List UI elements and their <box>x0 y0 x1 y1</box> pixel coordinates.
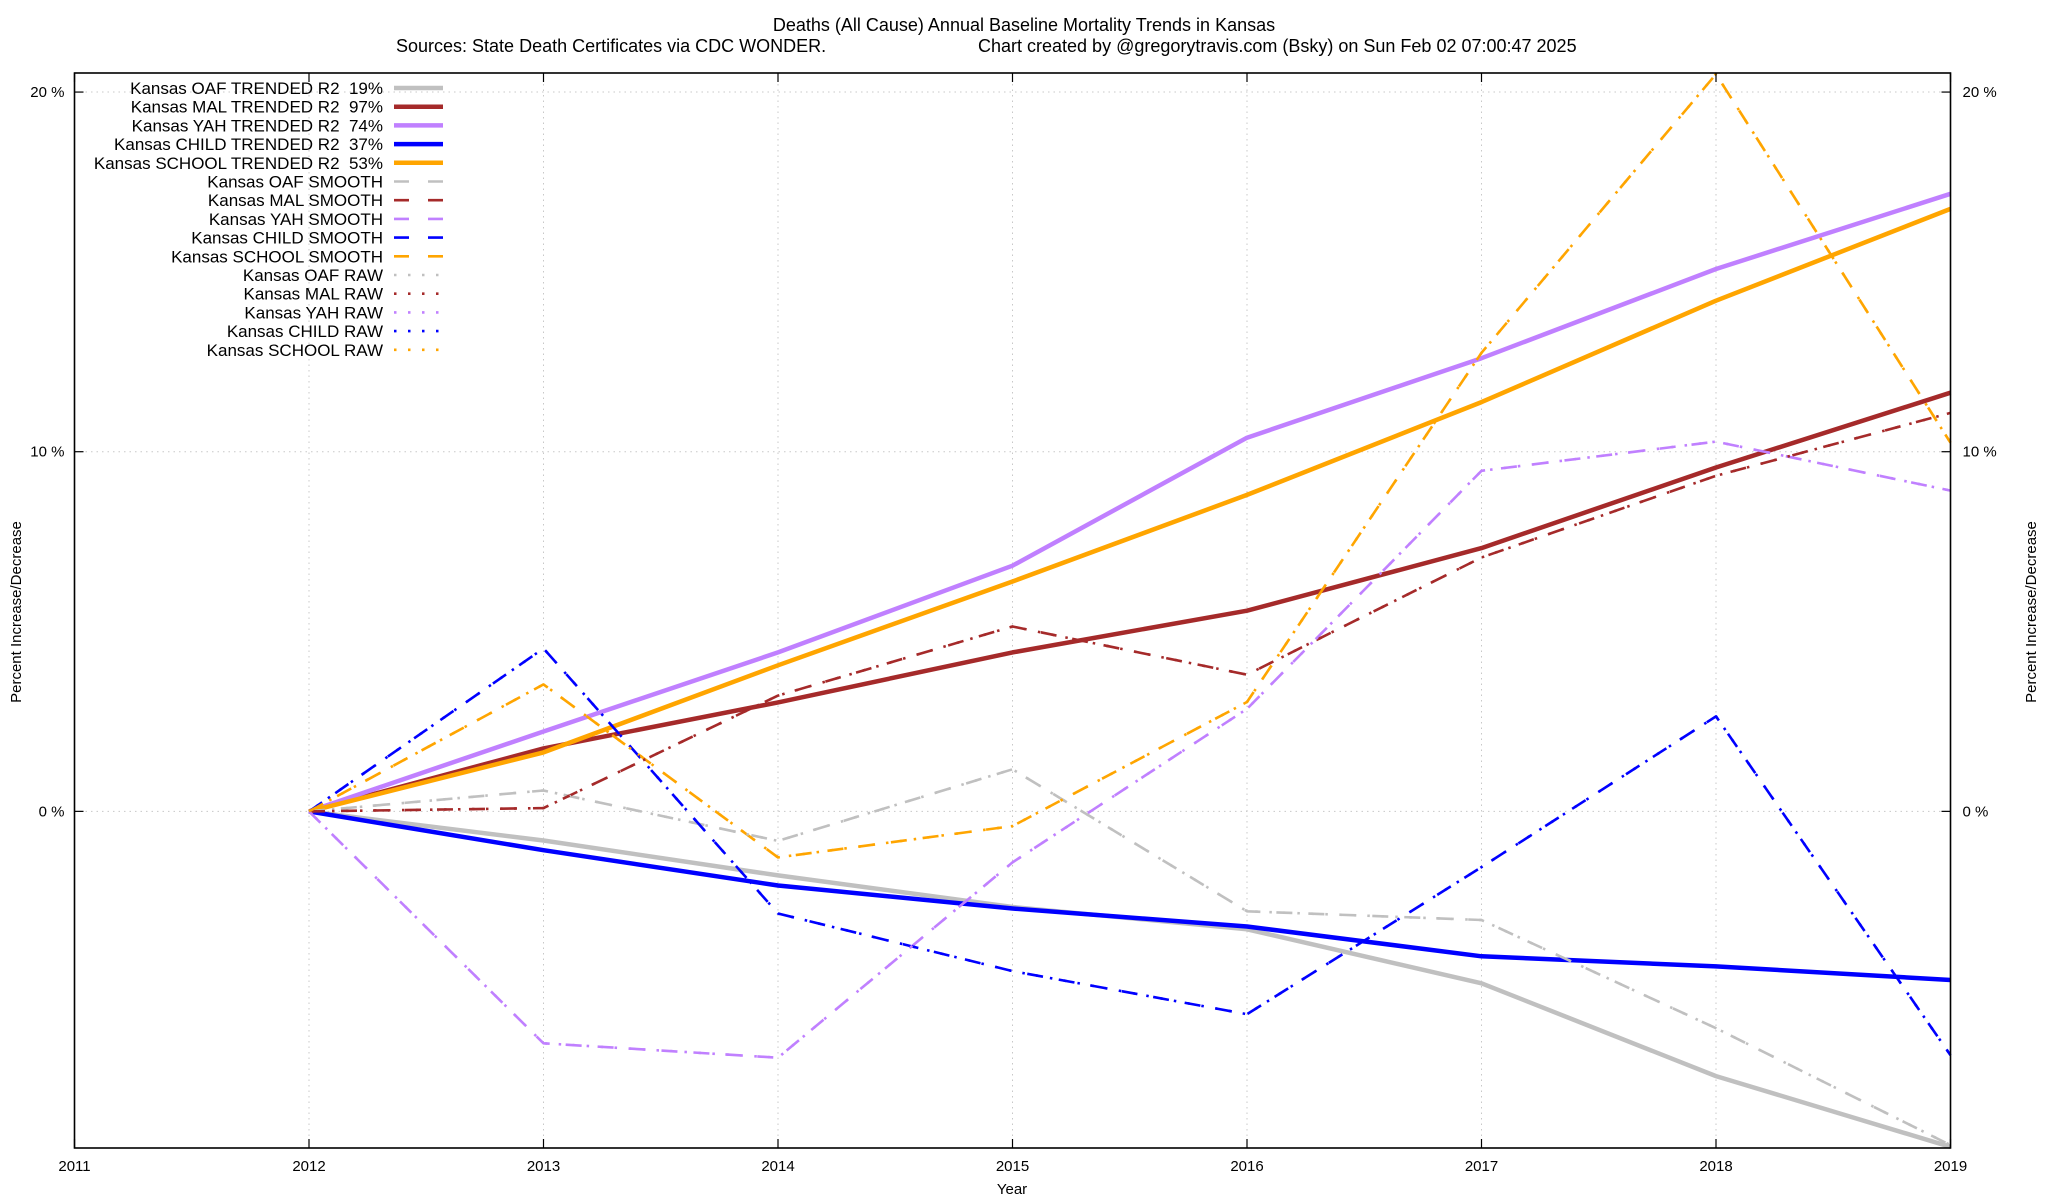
chart-subtitle-sources: Sources: State Death Certificates via CD… <box>396 36 826 56</box>
x-tick-label: 2016 <box>1230 1158 1263 1175</box>
y-axis-label: Percent Increase/Decrease <box>8 521 25 703</box>
legend-label: Kansas MAL SMOOTH <box>208 191 383 210</box>
series-line-kansas-oaf-trended-r2-19 <box>308 809 1952 1150</box>
series-line-kansas-yah-trended-r2-74 <box>308 191 1952 814</box>
legend-label: Kansas SCHOOL SMOOTH <box>171 247 383 266</box>
legend-label: Kansas CHILD RAW <box>227 322 383 341</box>
legend-entry: Kansas MAL RAW <box>243 285 443 304</box>
x-tick-label: 2014 <box>761 1158 794 1175</box>
x-tick-label: 2018 <box>1699 1158 1732 1175</box>
y2-tick-label: 20 % <box>1963 84 1997 101</box>
legend-label: Kansas OAF SMOOTH <box>207 173 383 192</box>
legend-label: Kansas YAH RAW <box>244 303 383 322</box>
legend-label: Kansas YAH TRENDED R2 74% <box>132 116 383 135</box>
y-tick-label: 20 % <box>30 84 64 101</box>
series-line-kansas-mal-smooth <box>308 411 1951 813</box>
legend-label: Kansas OAF TRENDED R2 19% <box>130 79 383 98</box>
legend-entry: Kansas CHILD SMOOTH <box>191 229 443 248</box>
legend-label: Kansas YAH SMOOTH <box>209 210 383 229</box>
legend-entry: Kansas CHILD TRENDED R2 37% <box>114 135 443 154</box>
legend-entry: Kansas YAH SMOOTH <box>209 210 443 229</box>
legend-entry: Kansas OAF SMOOTH <box>207 173 443 192</box>
legend-entry: Kansas SCHOOL RAW <box>207 341 443 360</box>
legend-entry: Kansas SCHOOL SMOOTH <box>171 247 443 266</box>
series-line-kansas-child-smooth <box>308 647 1952 1056</box>
x-axis-label: Year <box>997 1181 1027 1198</box>
series-line-kansas-mal-trended-r2-97 <box>308 390 1952 814</box>
x-tick-label: 2011 <box>58 1158 90 1175</box>
y-tick-label: 10 % <box>30 444 64 461</box>
chart-title: Deaths (All Cause) Annual Baseline Morta… <box>773 15 1275 35</box>
y2-tick-label: 10 % <box>1963 444 1997 461</box>
x-tick-label: 2013 <box>527 1158 560 1175</box>
legend-entry: Kansas OAF TRENDED R2 19% <box>130 79 443 98</box>
legend-entry: Kansas MAL SMOOTH <box>208 191 443 210</box>
series-line-kansas-oaf-raw <box>308 767 1952 1147</box>
legend-entry: Kansas YAH RAW <box>244 303 443 322</box>
series-line-kansas-school-trended-r2-53 <box>308 206 1952 814</box>
legend-label: Kansas OAF RAW <box>243 266 383 285</box>
legend-label: Kansas CHILD TRENDED R2 37% <box>114 135 383 154</box>
legend-entry: Kansas SCHOOL TRENDED R2 53% <box>94 154 443 173</box>
legend-label: Kansas SCHOOL TRENDED R2 53% <box>94 154 383 173</box>
series-layer <box>308 72 1952 1150</box>
series-line-kansas-school-raw <box>308 72 1952 859</box>
legend-entry: Kansas OAF RAW <box>243 266 443 285</box>
legend-label: Kansas MAL TRENDED R2 97% <box>131 98 383 117</box>
y-tick-label: 0 % <box>39 803 65 820</box>
series-line-kansas-oaf-smooth <box>308 767 1952 1147</box>
y2-tick-label: 0 % <box>1963 803 1989 820</box>
legend-label: Kansas SCHOOL RAW <box>207 341 383 360</box>
x-tick-label: 2015 <box>996 1158 1029 1175</box>
x-tick-label: 2017 <box>1465 1158 1498 1175</box>
chart-subtitle-credit: Chart created by @gregorytravis.com (Bsk… <box>978 36 1577 56</box>
legend-entry: Kansas CHILD RAW <box>227 322 443 341</box>
series-line-kansas-school-smooth <box>308 72 1952 859</box>
legend-entry: Kansas YAH TRENDED R2 74% <box>132 116 443 135</box>
legend: Kansas OAF TRENDED R2 19%Kansas MAL TREN… <box>94 79 443 360</box>
x-tick-label: 2019 <box>1934 1158 1967 1175</box>
legend-label: Kansas CHILD SMOOTH <box>191 229 383 248</box>
y2-axis-label: Percent Increase/Decrease <box>2023 521 2040 703</box>
x-tick-label: 2012 <box>292 1158 325 1175</box>
axis-ticks: 2011 2012 2013 2014 2015 2016 2017 2018 2019 20 %… <box>30 73 1997 1175</box>
legend-label: Kansas MAL RAW <box>243 285 383 304</box>
legend-entry: Kansas MAL TRENDED R2 97% <box>131 98 443 117</box>
series-line-kansas-child-trended-r2-37 <box>308 809 1951 983</box>
